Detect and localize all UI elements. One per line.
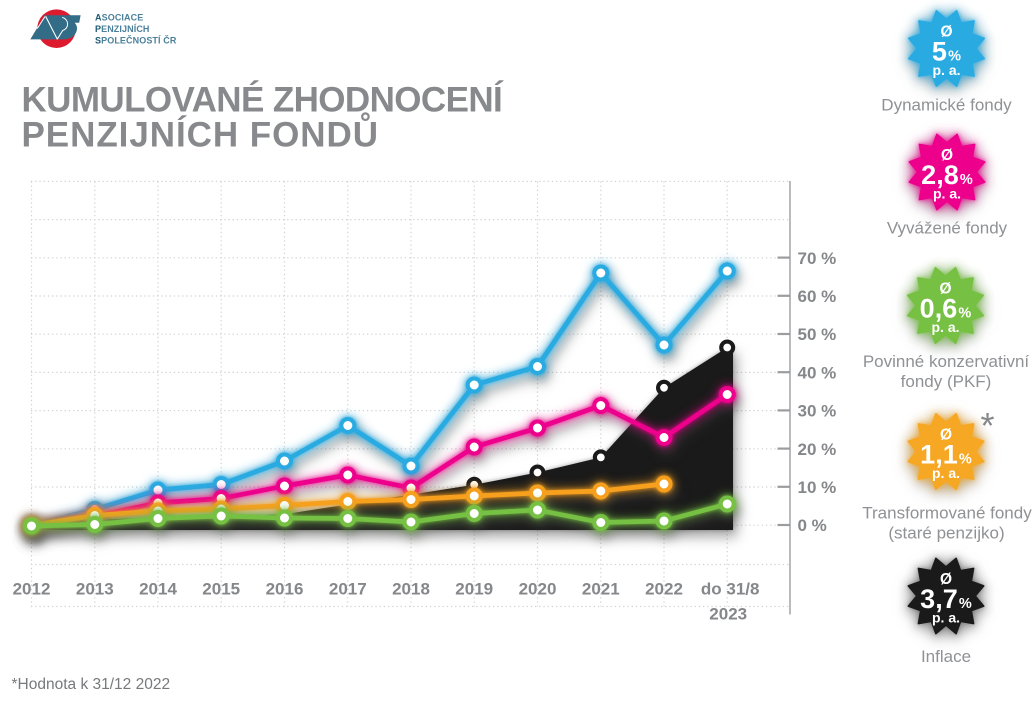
svg-text:PENZIJNÍCH FONDŮ: PENZIJNÍCH FONDŮ [22,111,379,154]
svg-text:Dynamické fondy: Dynamické fondy [881,96,1012,115]
svg-text:(staré penzijko): (staré penzijko) [888,524,1004,543]
svg-text:Transformované fondy: Transformované fondy [862,504,1032,523]
svg-text:ASOCIACE: ASOCIACE [95,12,143,22]
svg-text:*Hodnota k 31/12 2022: *Hodnota k 31/12 2022 [12,676,171,693]
svg-text:KUMULOVANÉ ZHODNOCENÍ: KUMULOVANÉ ZHODNOCENÍ [22,79,505,119]
svg-text:2,8 %: 2,8 % [921,160,973,190]
svg-text:Inflace: Inflace [921,647,971,666]
svg-text:do 31/8: do 31/8 [701,580,760,599]
svg-text:*: * [980,405,994,446]
svg-text:Ø: Ø [940,24,952,41]
svg-text:Ø: Ø [939,281,951,298]
svg-text:Ø: Ø [940,571,952,588]
svg-text:3,7 %: 3,7 % [920,584,972,614]
svg-text:p. a.: p. a. [932,465,960,481]
svg-text:2014: 2014 [139,580,177,599]
svg-text:Ø: Ø [940,427,952,444]
svg-text:SPOLEČNOSTÍ ČR: SPOLEČNOSTÍ ČR [95,35,177,46]
svg-text:2015: 2015 [202,580,240,599]
svg-text:p. a.: p. a. [932,610,960,626]
svg-text:40 %: 40 % [798,363,837,382]
svg-text:70 %: 70 % [798,249,837,268]
svg-text:60 %: 60 % [798,287,837,306]
svg-text:0 %: 0 % [798,516,827,535]
svg-text:2023: 2023 [709,605,747,624]
svg-text:2021: 2021 [582,580,620,599]
svg-text:50 %: 50 % [798,325,837,344]
svg-text:p. a.: p. a. [932,62,960,78]
svg-text:2019: 2019 [455,580,493,599]
svg-text:fondy (PKF): fondy (PKF) [901,372,992,391]
svg-text:2017: 2017 [329,580,367,599]
svg-text:Ø: Ø [941,147,953,164]
svg-text:0,6 %: 0,6 % [920,294,972,324]
svg-text:20 %: 20 % [798,440,837,459]
svg-text:10 %: 10 % [798,478,837,497]
svg-text:Vyvážené fondy: Vyvážené fondy [887,219,1008,238]
svg-text:2018: 2018 [392,580,430,599]
svg-text:1,1 %: 1,1 % [920,440,972,470]
svg-text:30 %: 30 % [798,402,837,421]
svg-text:2016: 2016 [266,580,304,599]
svg-text:2013: 2013 [76,580,114,599]
svg-text:2020: 2020 [519,580,557,599]
svg-text:Povinné konzervativní: Povinné konzervativní [863,352,1030,371]
svg-text:2022: 2022 [645,580,683,599]
svg-text:p. a.: p. a. [933,186,961,202]
svg-text:PENZIJNÍCH: PENZIJNÍCH [95,24,150,34]
svg-text:2012: 2012 [13,580,51,599]
svg-text:p. a.: p. a. [931,319,959,335]
svg-text:5 %: 5 % [932,37,961,67]
